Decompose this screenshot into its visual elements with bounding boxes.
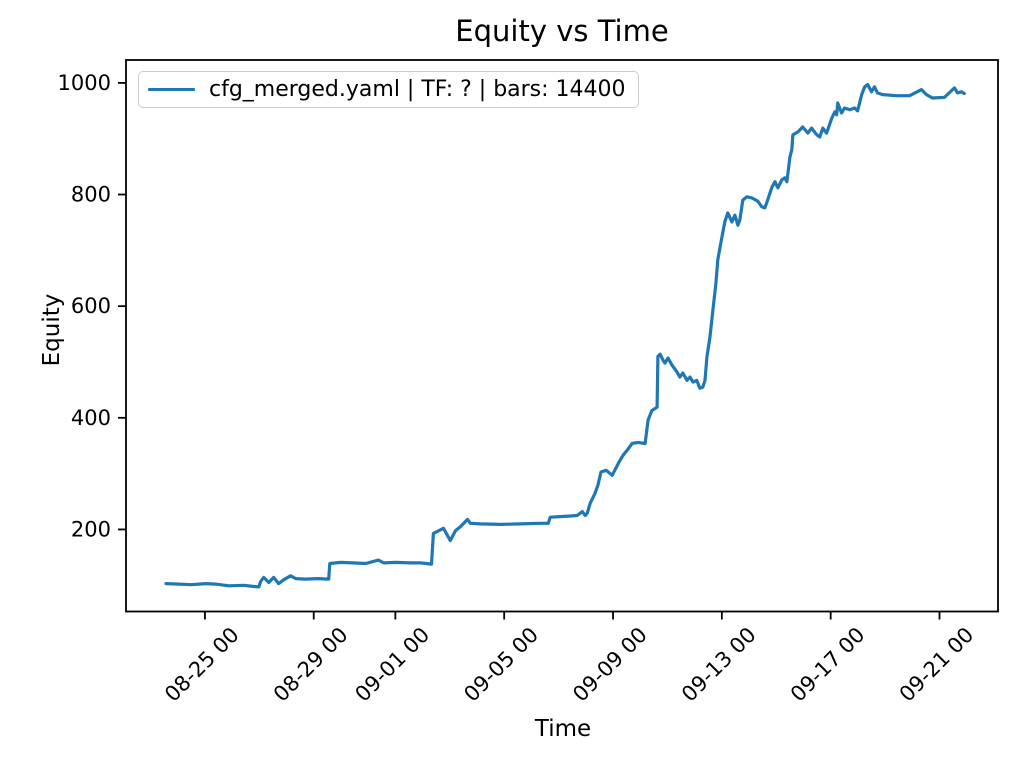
equity-line	[164, 82, 966, 589]
y-tick-label: 400	[71, 406, 111, 430]
y-tick-label: 200	[71, 517, 111, 541]
x-tick-label: 09-05 00	[459, 623, 543, 707]
y-tick-label: 800	[71, 183, 111, 207]
x-axis-label: Time	[534, 716, 592, 742]
x-tick-label: 08-25 00	[160, 623, 244, 707]
x-tick-label: 09-17 00	[786, 623, 870, 707]
legend-line-swatch	[148, 87, 195, 92]
x-tick-label: 08-29 00	[269, 623, 353, 707]
x-tick-label: 09-09 00	[568, 623, 652, 707]
legend-box: cfg_merged.yaml | TF: ? | bars: 14400	[138, 71, 639, 108]
y-tick-label: 1000	[58, 71, 111, 95]
x-tick-label: 09-21 00	[895, 623, 979, 707]
x-tick-label: 09-01 00	[350, 623, 434, 707]
axes-frame	[125, 59, 999, 613]
y-axis-label: Equity	[39, 293, 65, 367]
chart-title: Equity vs Time	[455, 14, 669, 48]
y-tick-label: 600	[71, 294, 111, 318]
legend-label: cfg_merged.yaml | TF: ? | bars: 14400	[209, 77, 626, 102]
x-tick-label: 09-13 00	[677, 623, 761, 707]
